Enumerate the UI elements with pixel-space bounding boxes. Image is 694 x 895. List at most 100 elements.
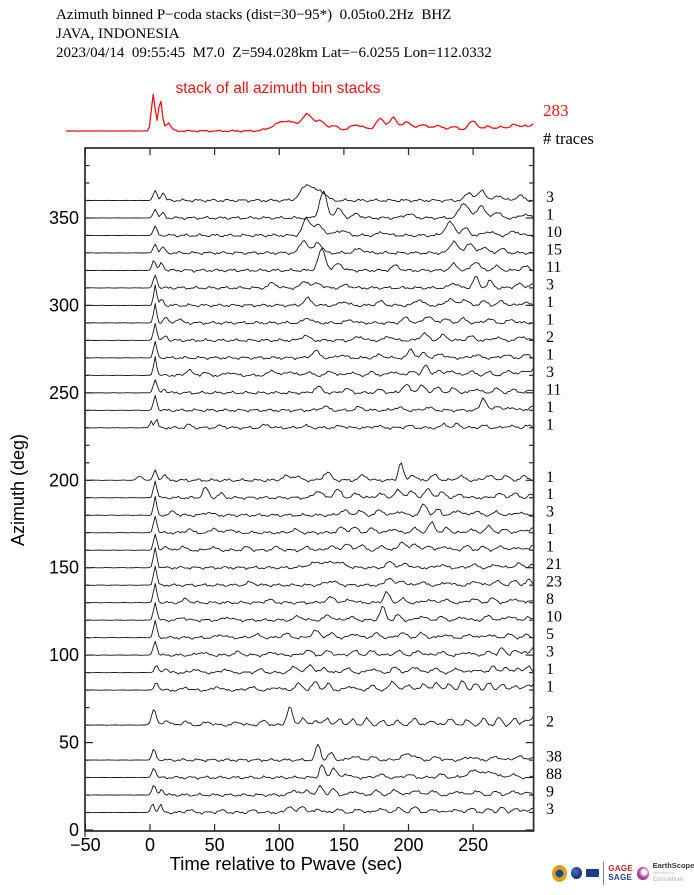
x-tick-label: −50	[70, 835, 101, 855]
title-line-2: JAVA, INDONESIA	[56, 26, 180, 42]
earthscope-name: EarthScope	[652, 861, 694, 870]
x-tick-label: 0	[145, 835, 155, 855]
waveform-traces	[85, 184, 534, 815]
trace-count-az20: 9	[546, 784, 554, 801]
y-tick-label: 100	[49, 645, 79, 665]
trace-curve-az30	[85, 764, 534, 780]
trace-count-az100: 3	[546, 644, 554, 661]
trace-curve-az140	[85, 565, 534, 588]
trace-curve-az350	[85, 190, 534, 221]
earthscope-operated-by: operated by	[652, 870, 674, 875]
trace-count-az120: 10	[546, 609, 562, 626]
trace-count-az10: 3	[546, 801, 554, 818]
x-axis-label: Time relative to Pwave (sec)	[170, 853, 403, 874]
nsf-logo-icon	[552, 864, 568, 882]
gage-logo-text: GAGE	[608, 864, 633, 873]
trace-count-az270: 1	[546, 346, 554, 363]
traces-column-header: # traces	[543, 129, 594, 148]
trace-count-az300: 1	[546, 294, 554, 311]
trace-count-az260: 3	[546, 364, 554, 381]
trace-curve-az340	[85, 217, 534, 238]
trace-count-az350: 1	[546, 207, 554, 224]
trace-count-az90: 1	[546, 661, 554, 678]
trace-curve-az120	[85, 602, 534, 623]
y-tick-label: 50	[59, 733, 79, 753]
logo-divider	[603, 861, 605, 885]
plot-frame	[84, 147, 535, 832]
trace-count-az230: 1	[546, 416, 554, 433]
trace-curve-az100	[85, 640, 534, 658]
trace-count-az150: 21	[546, 556, 562, 573]
trace-count-az160: 1	[546, 539, 554, 556]
earthscope-consortium: operated by Consortium	[653, 869, 694, 884]
trace-curve-az170	[85, 515, 534, 535]
trace-count-az80: 1	[546, 679, 554, 696]
blue-badge-logo-icon	[585, 869, 600, 877]
x-tick-label: 50	[205, 835, 225, 855]
trace-curve-az330	[85, 240, 534, 256]
trace-count-az190: 1	[546, 486, 554, 503]
trace-curve-az160	[85, 533, 534, 553]
trace-count-az60: 2	[546, 714, 554, 731]
trace-count-az170: 1	[546, 521, 554, 538]
trace-count-az110: 5	[546, 626, 554, 643]
trace-count-az180: 3	[546, 504, 554, 521]
title-line-1: Azimuth binned P−coda stacks (dist=30−95…	[56, 7, 451, 23]
trace-count-az320: 11	[546, 259, 561, 276]
trace-count-az310: 3	[546, 276, 554, 293]
x-tick-label: 150	[329, 835, 359, 855]
trace-curve-az90	[85, 664, 534, 675]
trace-curve-az60	[85, 706, 534, 728]
title-line-3: 2023/04/14 09:55:45 M7.0 Z=594.028km Lat…	[56, 45, 492, 61]
trace-count-az360: 3	[546, 189, 554, 206]
earthscope-logo-icon	[637, 866, 649, 880]
trace-curve-az250	[85, 379, 534, 395]
trace-curve-az270	[85, 340, 534, 361]
trace-curve-az230	[85, 419, 534, 430]
trace-curve-az300	[85, 284, 534, 308]
trace-curve-az10	[85, 803, 534, 815]
trace-count-az290: 1	[546, 311, 554, 328]
blue-globe-logo-icon	[571, 867, 582, 879]
trace-count-az140: 23	[546, 574, 562, 591]
trace-count-az240: 1	[546, 399, 554, 416]
trace-curve-az130	[85, 583, 534, 605]
trace-curve-az310	[85, 274, 534, 291]
y-tick-label: 350	[49, 208, 79, 228]
trace-curve-az240	[85, 394, 534, 413]
trace-curve-az20	[85, 784, 534, 798]
y-tick-label: 0	[69, 820, 79, 840]
earthscope-consortium-text: Consortium	[652, 877, 684, 883]
sage-logo-text: SAGE	[608, 873, 633, 882]
trace-curve-az320	[85, 247, 534, 273]
trace-curve-az40	[85, 743, 534, 763]
trace-count-az280: 2	[546, 329, 554, 346]
x-tick-label: 250	[458, 835, 488, 855]
trace-curve-az290	[85, 303, 534, 325]
trace-count-az40: 38	[546, 749, 562, 766]
trace-curve-az80	[85, 680, 534, 692]
trace-count-az330: 15	[546, 241, 562, 258]
footer-logos: GAGE SAGE EarthScope operated by Consort…	[552, 856, 694, 890]
stack-annotation: stack of all azimuth bin stacks	[175, 80, 380, 97]
trace-curve-az110	[85, 619, 534, 640]
y-tick-label: 200	[49, 470, 79, 490]
trace-curve-az150	[85, 547, 534, 570]
summary-stack-curve	[66, 93, 534, 133]
trace-curve-az190	[85, 480, 534, 500]
y-tick-label: 150	[49, 558, 79, 578]
trace-curve-az200	[85, 462, 534, 483]
trace-count-az130: 8	[546, 591, 554, 608]
x-tick-label: 200	[393, 835, 423, 855]
trace-count-labels: 3110151131121311111131121238105311238889…	[546, 189, 562, 818]
trace-curve-az280	[85, 322, 534, 343]
stack-total-label: 283	[543, 101, 569, 120]
trace-count-az250: 11	[546, 381, 561, 398]
trace-count-az30: 88	[546, 766, 562, 783]
y-tick-label: 300	[49, 295, 79, 315]
x-tick-label: 100	[264, 835, 294, 855]
y-axis-label: Azimuth (deg)	[8, 434, 28, 546]
